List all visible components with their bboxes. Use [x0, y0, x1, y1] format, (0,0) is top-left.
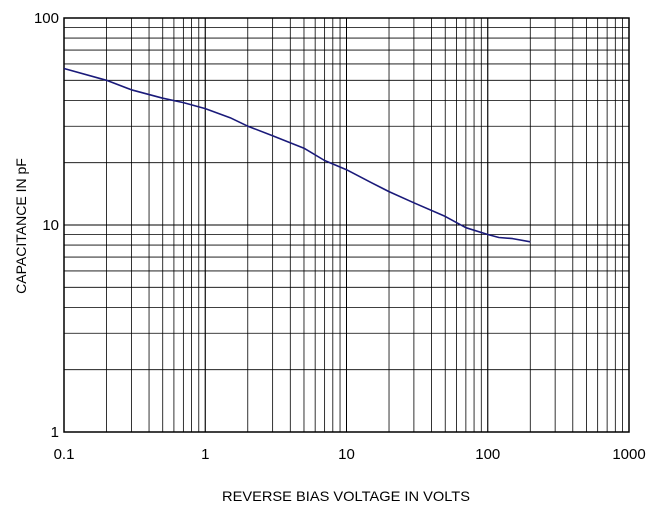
y-tick-labels: 1 10 100 — [34, 10, 59, 441]
x-axis-title: REVERSE BIAS VOLTAGE IN VOLTS — [222, 488, 470, 504]
plot-frame — [63, 17, 630, 433]
y-tick-label: 10 — [42, 217, 59, 234]
x-tick-label: 1000 — [612, 446, 645, 463]
x-tick-labels: 0.1 1 10 100 1000 — [54, 446, 646, 463]
x-tick-label: 100 — [475, 446, 500, 463]
x-tick-label: 1 — [201, 446, 209, 463]
grid — [64, 18, 629, 432]
capacitance-curve — [63, 67, 531, 243]
y-axis-title: CAPACITANCE IN pF — [13, 158, 29, 294]
y-tick-label: 100 — [34, 10, 59, 27]
y-tick-label: 1 — [51, 424, 59, 441]
x-tick-label: 0.1 — [54, 446, 75, 463]
series-layer — [63, 67, 531, 243]
x-tick-label: 10 — [338, 446, 355, 463]
